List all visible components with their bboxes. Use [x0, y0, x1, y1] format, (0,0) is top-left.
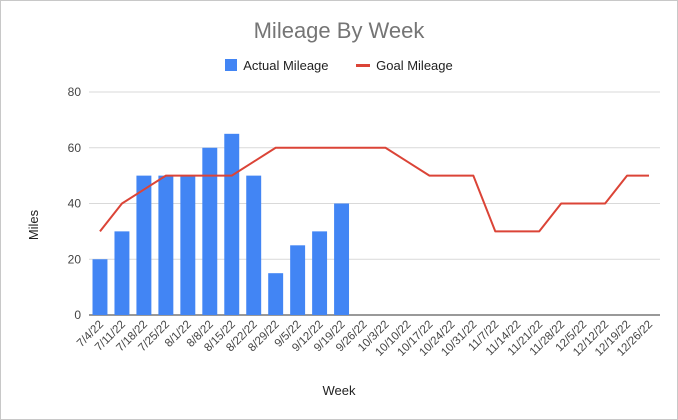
y-tick-label: 60: [68, 141, 82, 155]
bar-actual-mileage: [268, 273, 284, 315]
bar-actual-mileage: [114, 231, 130, 315]
bar-actual-mileage: [224, 133, 240, 315]
bar-actual-mileage: [202, 147, 218, 315]
y-tick-label: 80: [68, 85, 82, 99]
legend-label-actual: Actual Mileage: [243, 57, 329, 73]
series-line-goal-mileage: [99, 146, 650, 233]
y-tick-label: 0: [74, 308, 81, 322]
bar-actual-mileage: [290, 245, 306, 315]
legend-item-goal[interactable]: Goal Mileage: [356, 57, 453, 73]
legend-swatch-goal: [356, 63, 371, 67]
chart-title: Mileage By Week: [253, 18, 425, 43]
bar-actual-mileage: [136, 175, 152, 315]
y-tick-label: 20: [68, 252, 82, 266]
legend-item-actual[interactable]: Actual Mileage: [225, 57, 329, 73]
chart-legend: Actual Mileage Goal Mileage: [0, 56, 678, 73]
bar-actual-mileage: [334, 203, 350, 315]
y-tick-label: 40: [68, 197, 82, 211]
legend-label-goal: Goal Mileage: [376, 57, 453, 73]
bar-actual-mileage: [180, 175, 196, 315]
bar-actual-mileage: [246, 175, 262, 315]
x-axis-label: Week: [322, 383, 356, 398]
bar-actual-mileage: [158, 175, 174, 315]
legend-swatch-actual: [225, 59, 238, 72]
bar-actual-mileage: [92, 259, 108, 315]
bar-actual-mileage: [312, 231, 328, 315]
